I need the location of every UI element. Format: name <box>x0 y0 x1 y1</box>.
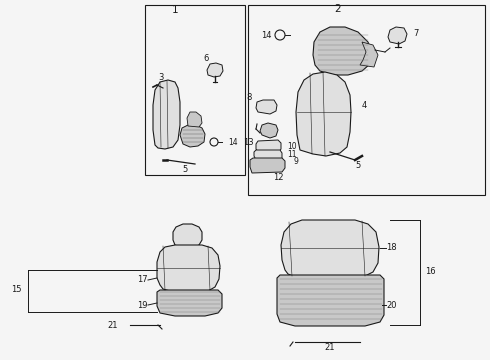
Polygon shape <box>153 80 180 149</box>
Text: 6: 6 <box>203 54 209 63</box>
Bar <box>248 5 485 195</box>
Polygon shape <box>296 72 351 156</box>
Text: 12: 12 <box>273 172 283 181</box>
Polygon shape <box>187 112 202 127</box>
Text: 21: 21 <box>325 343 335 352</box>
Polygon shape <box>360 42 378 67</box>
Polygon shape <box>250 158 285 173</box>
Text: 20: 20 <box>386 301 396 310</box>
Polygon shape <box>157 245 220 291</box>
Text: 18: 18 <box>386 243 396 252</box>
Polygon shape <box>277 275 384 326</box>
Polygon shape <box>256 140 281 152</box>
Text: 14: 14 <box>228 138 238 147</box>
Text: 16: 16 <box>425 267 436 276</box>
Text: 14: 14 <box>262 31 272 40</box>
Text: 19: 19 <box>138 301 148 310</box>
Polygon shape <box>388 27 407 44</box>
Polygon shape <box>281 220 379 277</box>
Text: 17: 17 <box>137 275 148 284</box>
Polygon shape <box>207 63 223 77</box>
Text: 10: 10 <box>287 141 296 150</box>
Polygon shape <box>173 224 202 248</box>
Text: 15: 15 <box>11 285 22 294</box>
Polygon shape <box>157 290 222 316</box>
Polygon shape <box>256 100 277 114</box>
Polygon shape <box>180 125 205 147</box>
Text: 5: 5 <box>355 161 361 170</box>
Text: 2: 2 <box>335 4 342 14</box>
Polygon shape <box>313 27 372 75</box>
Text: 9: 9 <box>294 157 299 166</box>
Text: 1: 1 <box>172 5 178 15</box>
Text: 13: 13 <box>244 138 254 147</box>
Polygon shape <box>254 150 282 161</box>
Text: 7: 7 <box>413 28 418 37</box>
Text: 11: 11 <box>287 149 296 158</box>
Text: 5: 5 <box>182 165 188 174</box>
Text: 21: 21 <box>107 320 118 329</box>
Polygon shape <box>260 123 278 138</box>
Text: 3: 3 <box>158 72 164 81</box>
Bar <box>145 5 245 175</box>
Text: 4: 4 <box>362 100 367 109</box>
Text: 8: 8 <box>246 93 252 102</box>
